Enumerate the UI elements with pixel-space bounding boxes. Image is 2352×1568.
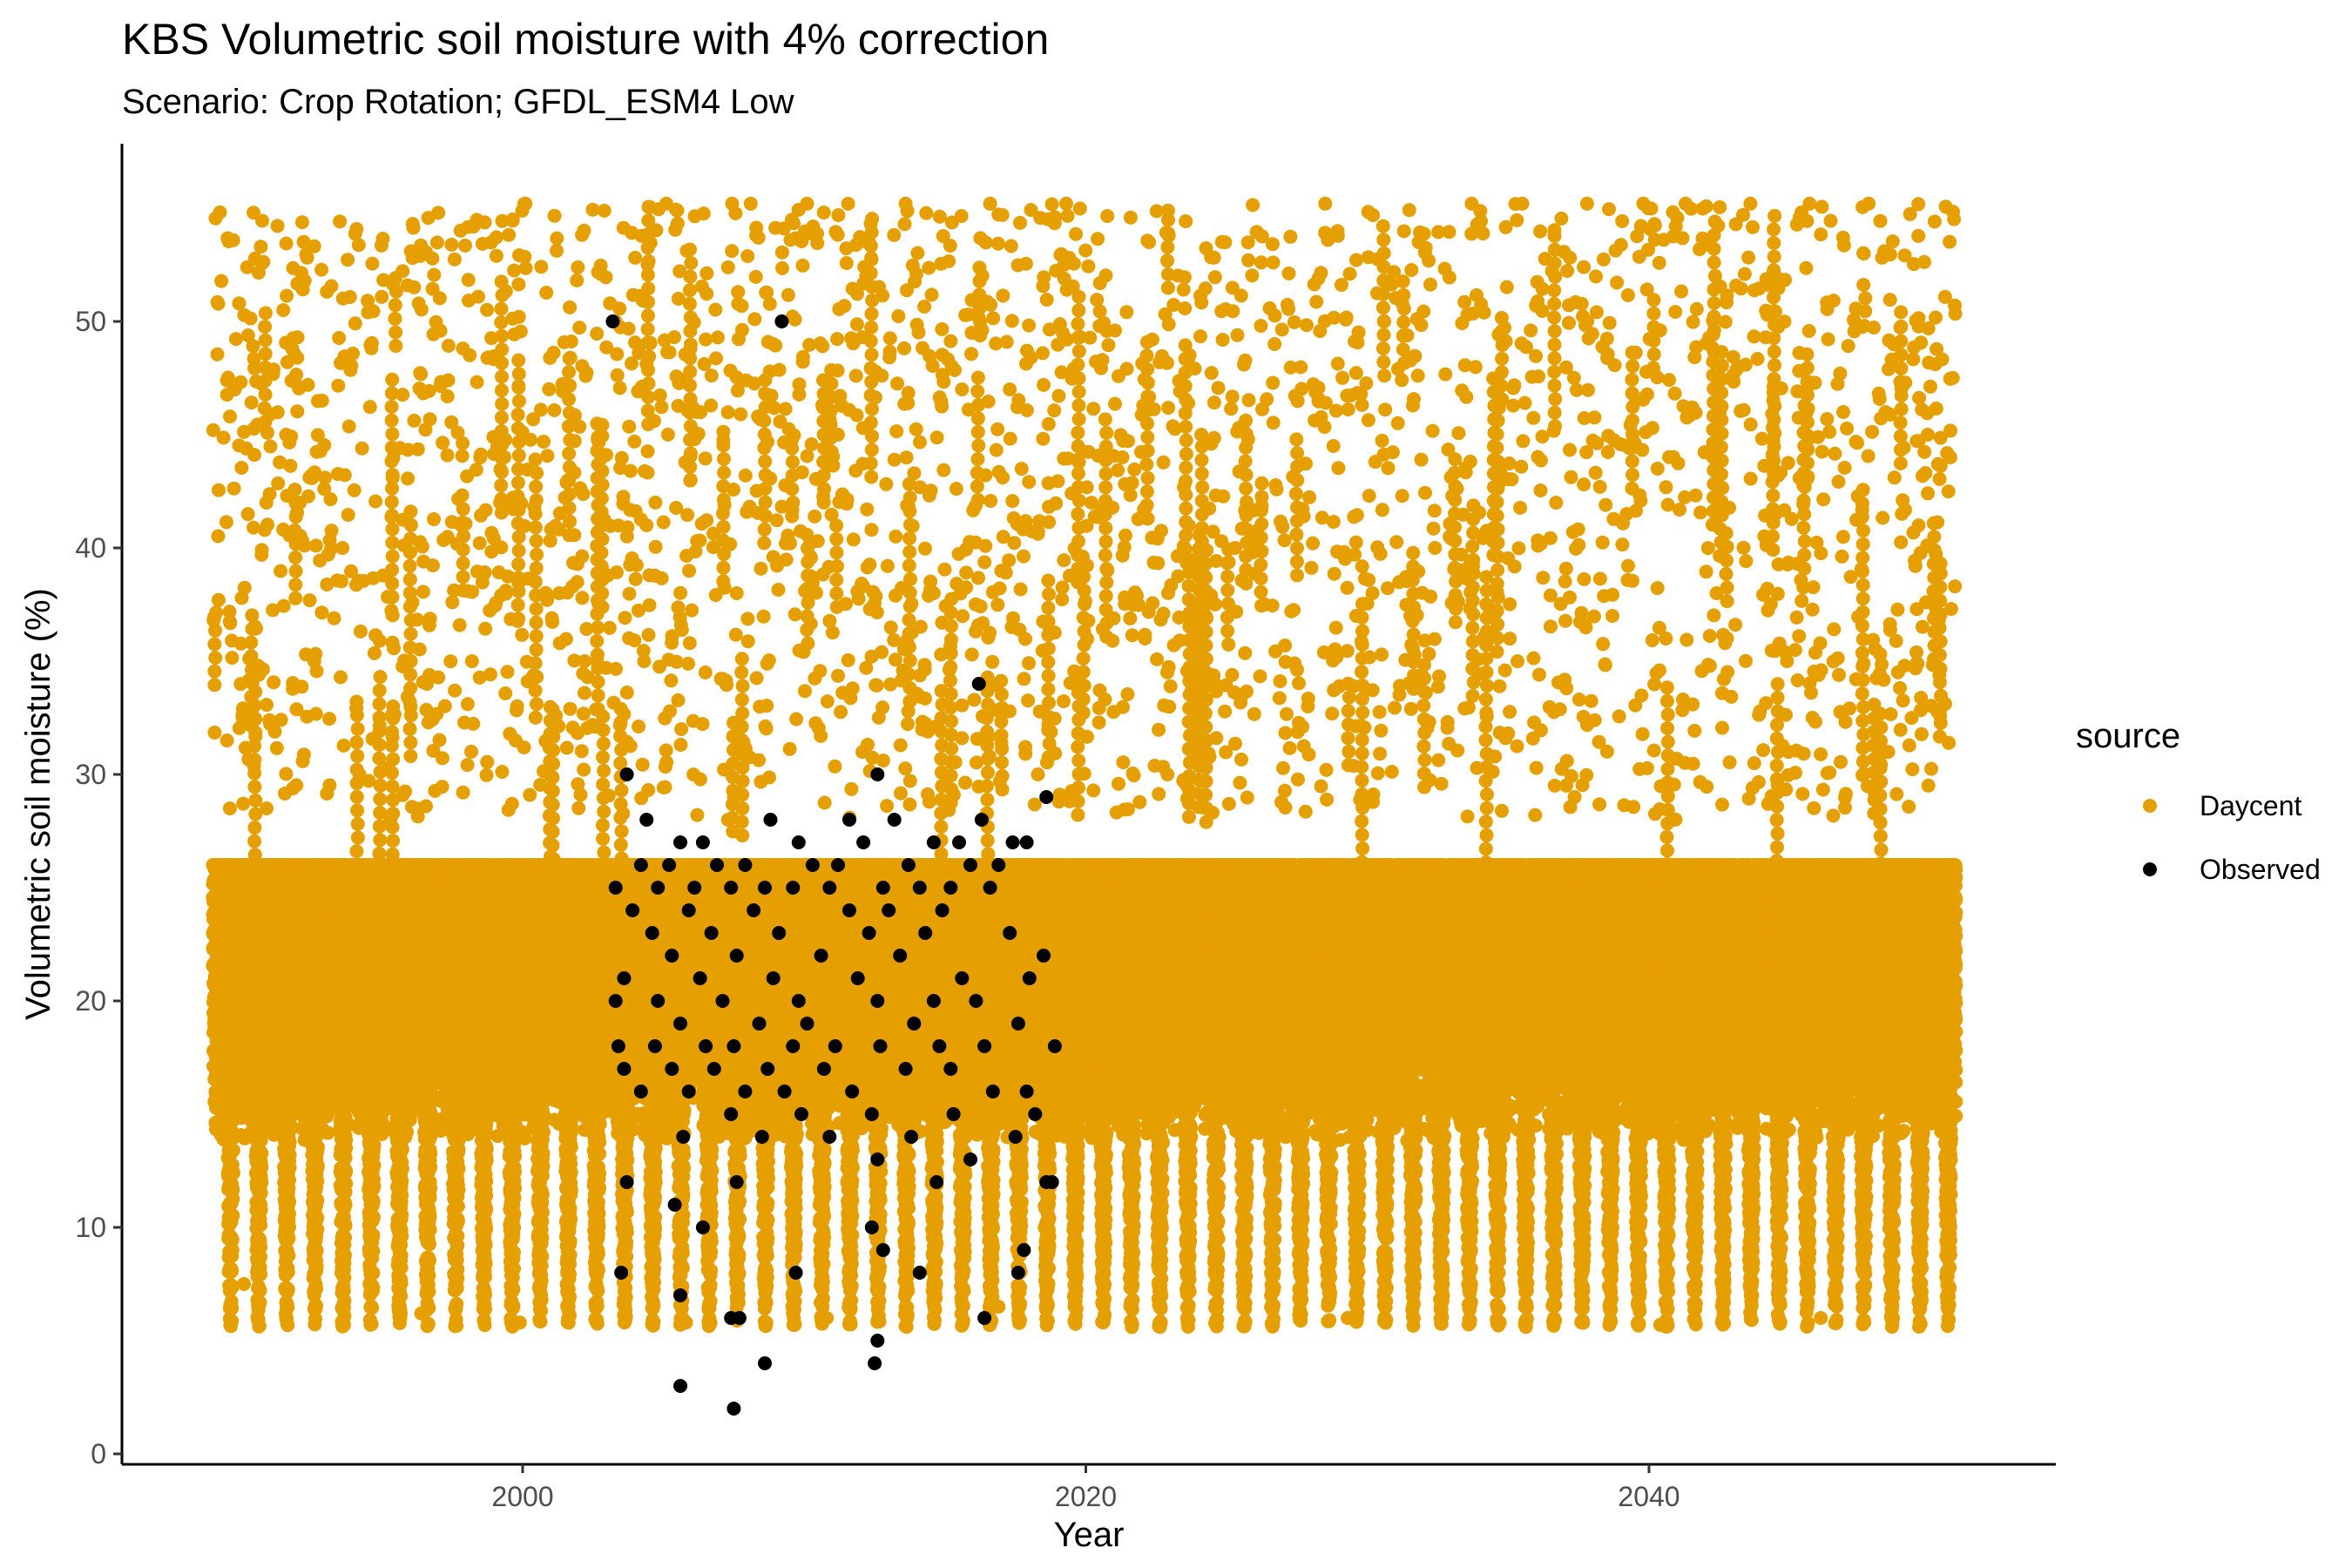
daycent-point xyxy=(282,1220,296,1234)
daycent-point xyxy=(309,1282,323,1296)
daycent-point xyxy=(321,1126,335,1140)
daycent-point xyxy=(282,1195,296,1209)
chart-title: KBS Volumetric soil moisture with 4% cor… xyxy=(122,15,1049,64)
daycent-point xyxy=(253,1319,267,1333)
daycent-point xyxy=(281,1282,295,1296)
daycent-point xyxy=(311,1140,325,1154)
daycent-point xyxy=(281,1248,295,1262)
daycent-point xyxy=(309,1299,323,1313)
daycent-point xyxy=(253,1240,267,1254)
daycent-point xyxy=(280,1318,294,1332)
daycent-point xyxy=(225,1281,239,1294)
daycent-point xyxy=(225,1264,239,1278)
daycent-point xyxy=(253,1218,267,1232)
daycent-point xyxy=(254,1175,268,1189)
daycent-point xyxy=(283,1148,297,1162)
plot-area xyxy=(206,197,1963,1416)
daycent-point xyxy=(226,1183,240,1197)
daycent-point xyxy=(253,1295,267,1309)
chart-subtitle: Scenario: Crop Rotation; GFDL_ESM4 Low xyxy=(122,83,794,121)
daycent-point xyxy=(283,1160,297,1174)
daycent-point xyxy=(226,1208,240,1222)
daycent-point xyxy=(310,1244,324,1258)
daycent-point xyxy=(254,1203,268,1217)
daycent-point xyxy=(254,1160,268,1174)
daycent-point xyxy=(282,1173,296,1186)
daycent-point xyxy=(226,1233,240,1247)
daycent-point xyxy=(310,1260,324,1274)
daycent-point xyxy=(281,1265,295,1279)
daycent-point xyxy=(225,1315,239,1328)
daycent-point xyxy=(310,1193,324,1207)
daycent-point xyxy=(280,1301,294,1315)
daycent-point xyxy=(283,1135,297,1149)
daycent-point xyxy=(310,1174,324,1188)
daycent-point xyxy=(253,1267,267,1281)
daycent-series xyxy=(206,197,1963,1335)
daycent-point xyxy=(254,1146,268,1160)
daycent-point xyxy=(311,1159,325,1173)
daycent-point xyxy=(253,1283,267,1297)
daycent-point xyxy=(225,1301,239,1315)
daycent-point xyxy=(310,1211,324,1225)
daycent-point xyxy=(226,1144,240,1158)
